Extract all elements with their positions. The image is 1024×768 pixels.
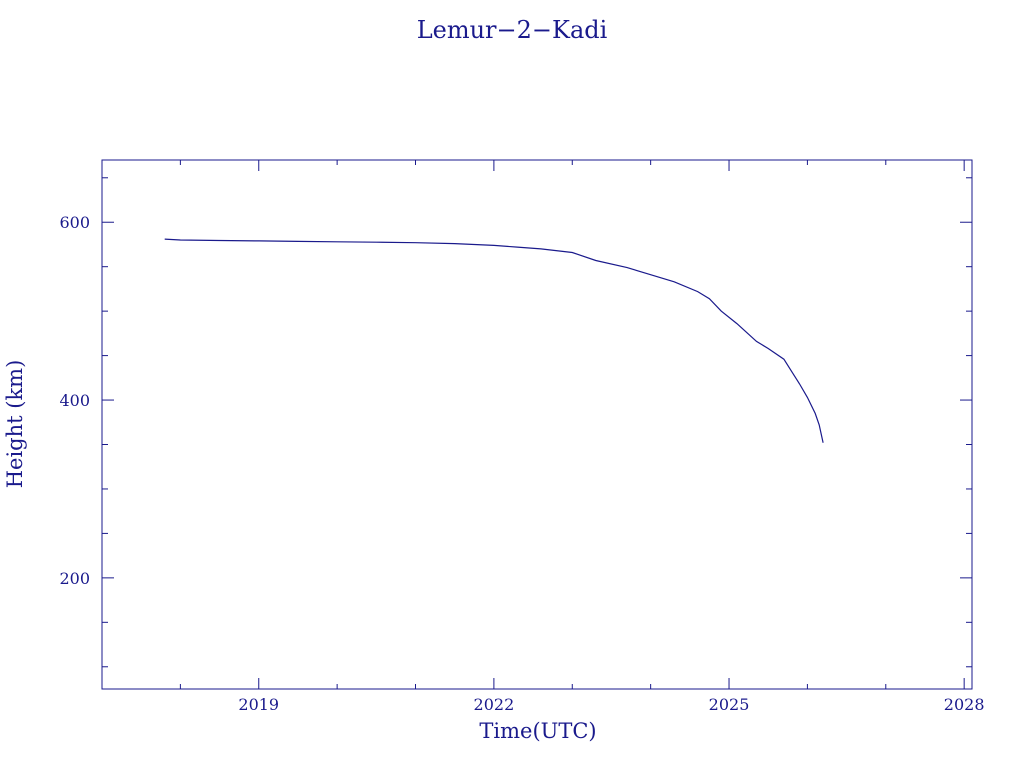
axis-ticks (101, 160, 972, 689)
y-tick-label: 400 (59, 391, 90, 410)
x-axis-label: Time(UTC) (479, 719, 596, 743)
chart-title: Lemur−2−Kadi (417, 16, 608, 44)
x-tick-label: 2028 (944, 695, 985, 714)
height-series-line (164, 238, 824, 443)
y-axis-label: Height (km) (3, 360, 27, 489)
y-tick-label: 200 (59, 569, 90, 588)
axis-tick-labels: 2019 2022 2025 2028 200 400 600 (59, 213, 984, 714)
x-tick-label: 2025 (709, 695, 750, 714)
plot-frame (101, 159, 973, 690)
x-tick-label: 2022 (474, 695, 515, 714)
y-tick-label: 600 (59, 213, 90, 232)
x-tick-label: 2019 (238, 695, 279, 714)
